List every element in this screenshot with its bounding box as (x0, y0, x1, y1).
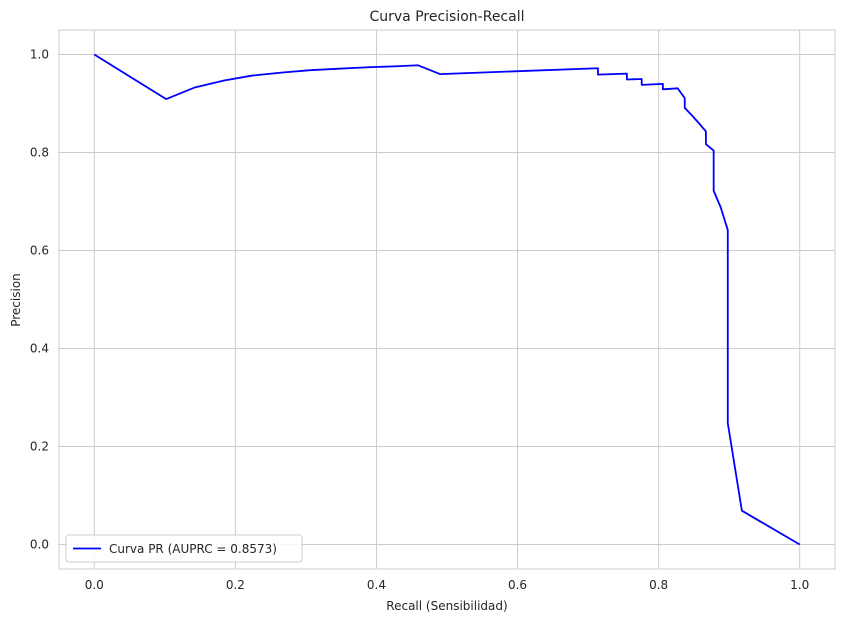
y-tick-label: 0.6 (30, 244, 49, 258)
x-tick-labels: 0.0 0.2 0.4 0.6 0.8 1.0 (85, 578, 810, 592)
y-tick-label: 0.0 (30, 538, 49, 552)
x-axis-label: Recall (Sensibilidad) (386, 599, 507, 613)
series-line (93, 53, 801, 546)
x-tick-label: 0.4 (367, 578, 386, 592)
x-tick-label: 1.0 (790, 578, 809, 592)
y-axis-label: Precision (9, 273, 23, 327)
series-lines (93, 53, 801, 546)
x-tick-label: 0.8 (649, 578, 668, 592)
y-tick-label: 0.2 (30, 440, 49, 454)
chart-title: Curva Precision-Recall (369, 9, 524, 25)
y-tick-label: 1.0 (30, 48, 49, 62)
x-tick-label: 0.2 (226, 578, 245, 592)
y-tick-labels: 0.0 0.2 0.4 0.6 0.8 1.0 (30, 48, 49, 552)
x-tick-label: 0.6 (508, 578, 527, 592)
legend-label: Curva PR (AUPRC = 0.8573) (109, 542, 277, 556)
legend: Curva PR (AUPRC = 0.8573) (65, 534, 303, 563)
legend-box (65, 534, 303, 563)
x-tick-label: 0.0 (85, 578, 104, 592)
y-tick-label: 0.4 (30, 342, 49, 356)
y-tick-label: 0.8 (30, 146, 49, 160)
plot-area (58, 29, 836, 570)
